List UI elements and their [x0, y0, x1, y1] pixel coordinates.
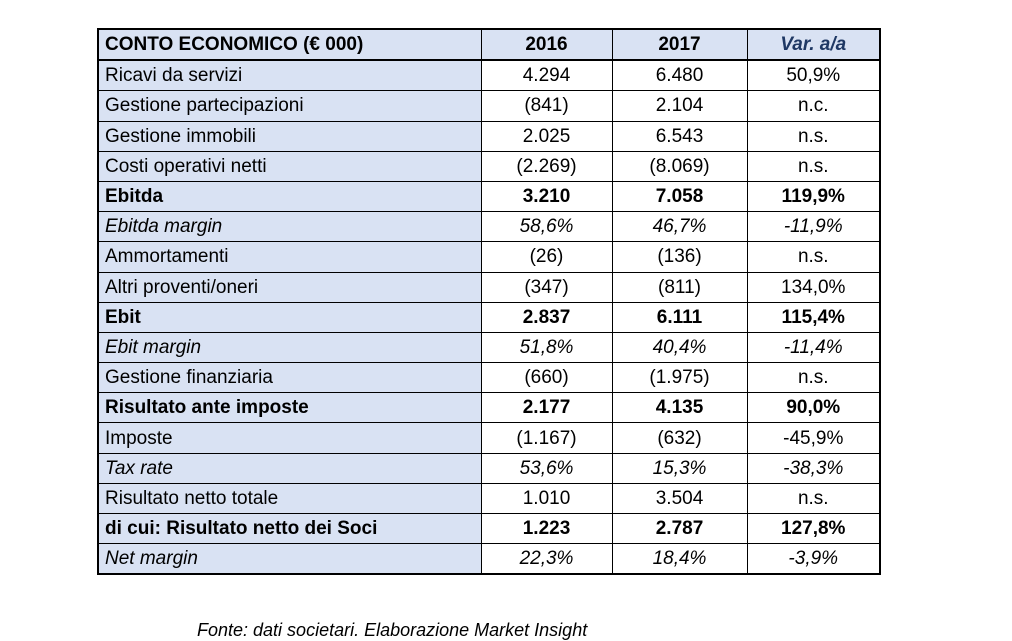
col-header-var-yoy: Var. a/a	[746, 28, 881, 62]
table-row: Ebitda margin 58,6% 46,7% -11,9%	[97, 211, 881, 243]
var-yoy-cell: -11,4%	[746, 331, 881, 364]
value-2017-cell: (8.069)	[611, 150, 748, 182]
value-2017-cell: 2.787	[611, 512, 748, 545]
value-2016-cell: (347)	[480, 271, 613, 303]
row-label-cell: Ammortamenti	[97, 241, 482, 273]
table-row: Gestione immobili 2.025 6.543 n.s.	[97, 120, 881, 152]
col-header-2017: 2017	[611, 28, 748, 62]
row-label-cell: Ebit margin	[97, 331, 482, 364]
table-row: Ebit 2.837 6.111 115,4%	[97, 301, 881, 333]
row-label-cell: Ebitda	[97, 180, 482, 213]
row-label-cell: Costi operativi netti	[97, 150, 482, 182]
var-yoy-cell: n.s.	[746, 241, 881, 273]
var-yoy-cell: -11,9%	[746, 211, 881, 243]
value-2017-cell: (632)	[611, 422, 748, 454]
var-yoy-cell: 90,0%	[746, 392, 881, 424]
value-2016-cell: 58,6%	[480, 211, 613, 243]
table-title: CONTO ECONOMICO (€ 000)	[97, 28, 482, 62]
value-2016-cell: 51,8%	[480, 331, 613, 364]
var-yoy-cell: 127,8%	[746, 512, 881, 545]
value-2016-cell: 53,6%	[480, 452, 613, 484]
col-header-2016: 2016	[480, 28, 613, 62]
var-yoy-cell: n.s.	[746, 120, 881, 152]
value-2017-cell: 6.111	[611, 301, 748, 333]
var-yoy-cell: 115,4%	[746, 301, 881, 333]
var-yoy-cell: n.s.	[746, 482, 881, 515]
value-2016-cell: (26)	[480, 241, 613, 273]
table-row: Ebit margin 51,8% 40,4% -11,4%	[97, 331, 881, 364]
value-2016-cell: 4.294	[480, 59, 613, 92]
table-row: Risultato ante imposte 2.177 4.135 90,0%	[97, 392, 881, 424]
value-2017-cell: (811)	[611, 271, 748, 303]
var-yoy-cell: -3,9%	[746, 543, 881, 575]
income-statement: CONTO ECONOMICO (€ 000) 2016 2017 Var. a…	[97, 28, 881, 640]
value-2017-cell: 46,7%	[611, 211, 748, 243]
value-2017-cell: 15,3%	[611, 452, 748, 484]
header-row: CONTO ECONOMICO (€ 000) 2016 2017 Var. a…	[97, 28, 881, 62]
value-2016-cell: 2.025	[480, 120, 613, 152]
source-note: Fonte: dati societari. Elaborazione Mark…	[197, 620, 588, 640]
value-2016-cell: 2.177	[480, 392, 613, 424]
value-2016-cell: 1.223	[480, 512, 613, 545]
value-2016-cell: 22,3%	[480, 543, 613, 575]
row-label-cell: Gestione immobili	[97, 120, 482, 152]
table-row: Costi operativi netti (2.269) (8.069) n.…	[97, 150, 881, 182]
row-label-cell: Net margin	[97, 543, 482, 575]
row-label-cell: Altri proventi/oneri	[97, 271, 482, 303]
value-2016-cell: 1.010	[480, 482, 613, 515]
value-2016-cell: (2.269)	[480, 150, 613, 182]
var-yoy-cell: 119,9%	[746, 180, 881, 213]
var-yoy-cell: n.s.	[746, 150, 881, 182]
table-row: Ebitda 3.210 7.058 119,9%	[97, 180, 881, 213]
value-2016-cell: (660)	[480, 362, 613, 394]
value-2017-cell: 6.543	[611, 120, 748, 152]
table-row: Ammortamenti (26) (136) n.s.	[97, 241, 881, 273]
row-label-cell: Risultato ante imposte	[97, 392, 482, 424]
row-label-cell: Risultato netto totale	[97, 482, 482, 515]
row-label-cell: Tax rate	[97, 452, 482, 484]
table-row: Gestione partecipazioni (841) 2.104 n.c.	[97, 90, 881, 122]
row-label-cell: Imposte	[97, 422, 482, 454]
row-label-cell: Ebit	[97, 301, 482, 333]
var-yoy-cell: 134,0%	[746, 271, 881, 303]
table-row: Risultato netto totale 1.010 3.504 n.s.	[97, 482, 881, 515]
row-label-cell: di cui: Risultato netto dei Soci	[97, 512, 482, 545]
var-yoy-cell: -45,9%	[746, 422, 881, 454]
table-row: Tax rate 53,6% 15,3% -38,3%	[97, 452, 881, 484]
table-row: Ricavi da servizi 4.294 6.480 50,9%	[97, 59, 881, 92]
value-2017-cell: 40,4%	[611, 331, 748, 364]
table-row: Altri proventi/oneri (347) (811) 134,0%	[97, 271, 881, 303]
value-2017-cell: 6.480	[611, 59, 748, 92]
table-row: Gestione finanziaria (660) (1.975) n.s.	[97, 362, 881, 394]
value-2017-cell: 3.504	[611, 482, 748, 515]
value-2017-cell: 4.135	[611, 392, 748, 424]
value-2016-cell: 3.210	[480, 180, 613, 213]
table-row: Imposte (1.167) (632) -45,9%	[97, 422, 881, 454]
value-2016-cell: 2.837	[480, 301, 613, 333]
income-statement-table: CONTO ECONOMICO (€ 000) 2016 2017 Var. a…	[97, 28, 881, 576]
row-label-cell: Gestione finanziaria	[97, 362, 482, 394]
value-2017-cell: (1.975)	[611, 362, 748, 394]
var-yoy-cell: 50,9%	[746, 59, 881, 92]
value-2016-cell: (841)	[480, 90, 613, 122]
row-label-cell: Ricavi da servizi	[97, 59, 482, 92]
value-2017-cell: 18,4%	[611, 543, 748, 575]
row-label-cell: Gestione partecipazioni	[97, 90, 482, 122]
table-row: di cui: Risultato netto dei Soci 1.223 2…	[97, 512, 881, 545]
var-yoy-cell: n.s.	[746, 362, 881, 394]
var-yoy-cell: n.c.	[746, 90, 881, 122]
value-2017-cell: (136)	[611, 241, 748, 273]
value-2017-cell: 2.104	[611, 90, 748, 122]
var-yoy-cell: -38,3%	[746, 452, 881, 484]
value-2017-cell: 7.058	[611, 180, 748, 213]
value-2016-cell: (1.167)	[480, 422, 613, 454]
table-row: Net margin 22,3% 18,4% -3,9%	[97, 543, 881, 575]
row-label-cell: Ebitda margin	[97, 211, 482, 243]
